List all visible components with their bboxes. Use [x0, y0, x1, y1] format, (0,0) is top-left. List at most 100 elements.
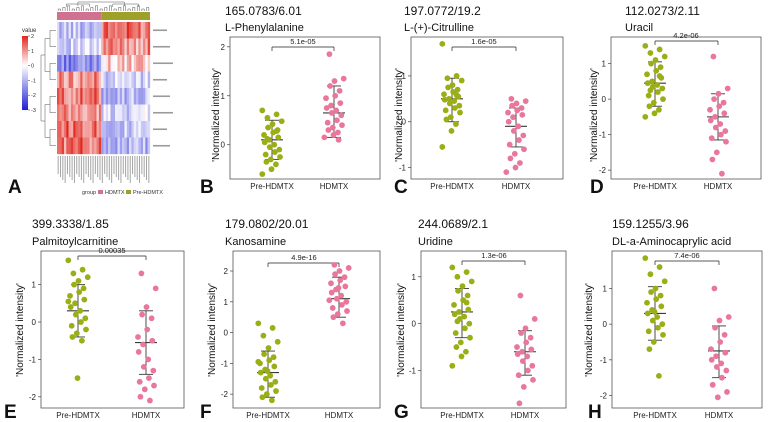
x-tick-hdmtx: HDMTX: [320, 182, 349, 191]
p-value-label: 4.2e-06: [673, 31, 698, 40]
y-ticks: 0 1 2: [221, 43, 230, 150]
column-label-placeholder: [136, 156, 138, 180]
heatmap-cell: [124, 88, 127, 105]
data-point: [328, 102, 334, 109]
y-ticks: -1 0 1: [409, 273, 421, 376]
column-label-placeholder: [57, 156, 59, 174]
heatmap-cell: [117, 71, 120, 89]
data-point: [439, 40, 446, 47]
heatmap-cell: [87, 121, 90, 138]
x-tick-hdmtx: HDMTX: [325, 411, 354, 420]
heatmap-cell: [117, 55, 120, 72]
panel-b-l-phenylalanine: 165.0783/6.01 L-Phenylalanine 'Normalize…: [200, 4, 381, 198]
data-point: [333, 295, 340, 302]
data-point: [463, 299, 470, 306]
heatmap-cell: [129, 38, 132, 56]
data-point: [647, 50, 654, 56]
heatmap-cell: [117, 88, 120, 105]
panel-title: 399.3338/1.85: [32, 217, 109, 231]
data-point: [724, 85, 731, 92]
heatmap-cell: [91, 55, 95, 72]
column-label-placeholder: [139, 156, 141, 183]
heatmap-cell: [77, 137, 81, 155]
data-point: [443, 116, 450, 123]
column-label-placeholder: [104, 156, 106, 174]
heatmap-cell: [87, 55, 90, 72]
data-point: [452, 330, 459, 336]
heatmap-cell: [122, 88, 125, 105]
heatmap-cell: [96, 38, 99, 56]
data-point: [466, 320, 473, 327]
data-point: [255, 320, 262, 327]
x-tick-pre-hdmtx: Pre-HDMTX: [633, 182, 677, 191]
heatmap-cell: [89, 88, 93, 105]
heatmap-cell: [112, 38, 116, 56]
heatmap-cell: [66, 71, 69, 89]
heatmap-cell: [147, 22, 151, 39]
panel-title: 179.0802/20.01: [225, 217, 309, 231]
data-point: [453, 92, 460, 99]
column-label-placeholder: [78, 156, 80, 177]
panel-subtitle: L-Phenylalanine: [225, 22, 304, 34]
x-tick-hdmtx: HDMTX: [511, 411, 540, 420]
data-point: [454, 318, 461, 325]
heatmap-cell: [101, 22, 104, 39]
heatmap-cell: [103, 55, 106, 72]
data-point: [507, 155, 514, 162]
data-point: [326, 297, 333, 304]
data-point: [517, 160, 523, 166]
panel-title: 112.0273/2.11: [625, 4, 700, 18]
heatmap-cell: [63, 137, 67, 155]
heatmap-cell: [87, 88, 90, 105]
heatmap-cell: [98, 71, 102, 89]
data-point: [465, 306, 472, 313]
heatmap-cell: [91, 71, 95, 89]
heatmap-cell: [66, 121, 69, 138]
heatmap-cell: [105, 71, 109, 89]
heatmap-cell: [101, 88, 104, 105]
data-point: [519, 111, 526, 118]
heatmap-cell: [147, 55, 151, 72]
heatmap-cell: [117, 22, 120, 39]
heatmap-cell: [126, 38, 130, 56]
heatmap-cell: [110, 38, 113, 56]
heatmap-cell: [108, 104, 111, 122]
data-point: [344, 308, 350, 314]
heatmap-cell: [98, 22, 102, 39]
data-point: [530, 376, 536, 383]
heatmap-cell: [131, 88, 134, 105]
column-label-placeholder: [111, 156, 113, 183]
heatmap-cell: [138, 55, 141, 72]
data-point: [71, 281, 77, 288]
data-point: [716, 317, 723, 324]
data-point: [261, 132, 267, 138]
data-point: [333, 107, 340, 114]
heatmap-cell: [101, 55, 104, 72]
heatmap-cell: [96, 104, 99, 122]
data-point: [259, 394, 266, 401]
data-point: [340, 320, 346, 327]
heatmap-cell: [108, 38, 111, 56]
column-label-placeholder: [127, 156, 129, 180]
heatmap-cell: [103, 38, 106, 56]
data-point: [339, 122, 345, 129]
heatmap-cell: [87, 137, 90, 155]
heatmap-cell: [57, 22, 60, 39]
data-point: [653, 67, 660, 74]
heatmap-cell: [96, 71, 99, 89]
heatmap-cell: [59, 88, 62, 105]
heatmap-cell: [70, 38, 74, 56]
data-point: [266, 357, 273, 364]
heatmap-cell: [129, 121, 132, 138]
data-point: [444, 75, 451, 82]
heatmap-cell: [147, 71, 151, 89]
data-point: [451, 301, 457, 308]
data-point: [519, 358, 526, 365]
data-point: [720, 99, 727, 106]
data-point: [503, 169, 510, 176]
data-point: [457, 109, 463, 116]
column-dendrogram-branches: [57, 1, 150, 11]
heatmap-cell: [98, 104, 102, 122]
heatmap-cell: [75, 38, 79, 56]
heatmap-cell: [84, 38, 88, 56]
